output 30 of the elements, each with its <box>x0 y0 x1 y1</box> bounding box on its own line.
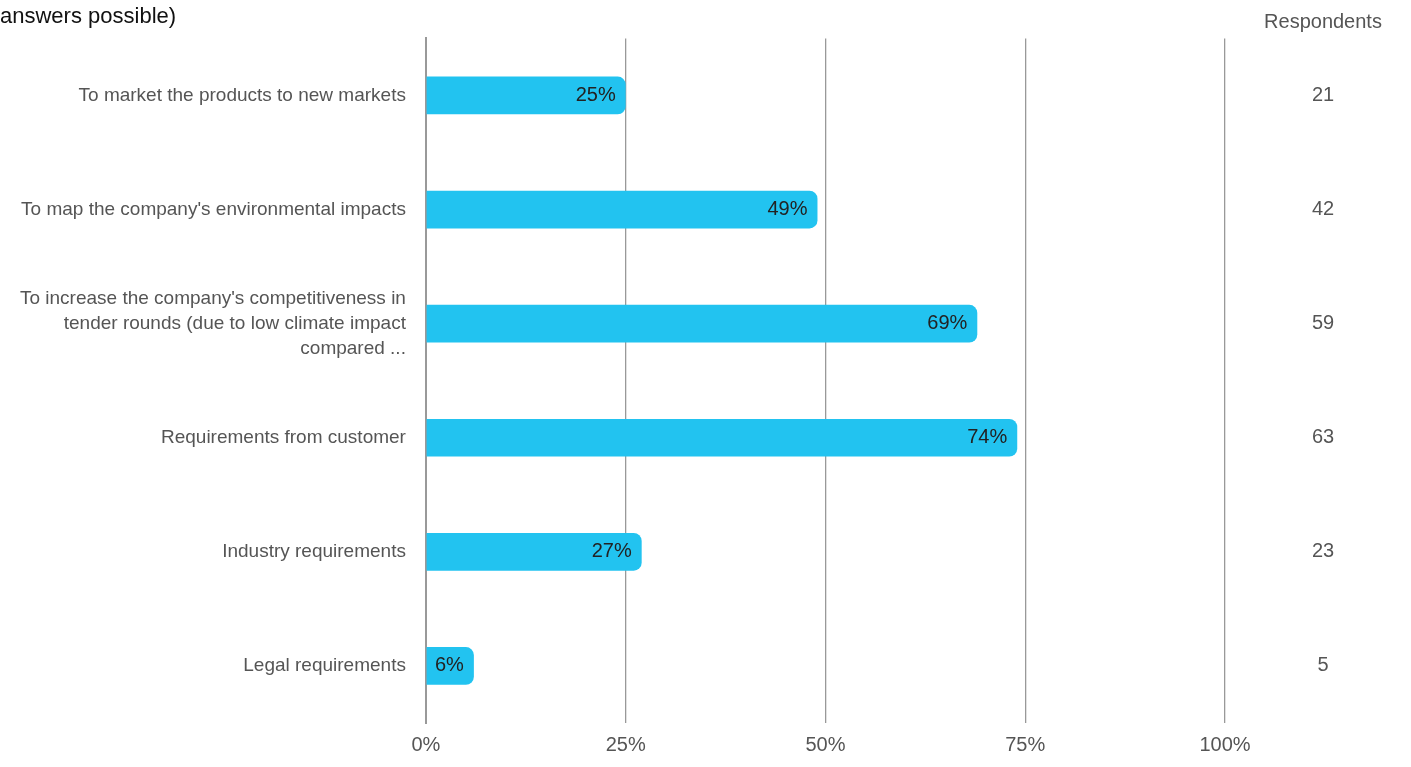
text: Respondents <box>1264 9 1382 32</box>
data-label: 27% <box>591 539 632 562</box>
y-tick-label: Legal requirements <box>243 654 406 676</box>
bar <box>426 418 1018 457</box>
text: 42 <box>1311 197 1335 220</box>
data-label: 74% <box>967 425 1008 448</box>
data-label: 69% <box>927 311 968 334</box>
bar <box>426 533 642 571</box>
data-label: 6% <box>434 653 465 676</box>
bar <box>426 190 818 229</box>
bar <box>426 76 626 115</box>
text: answers possible) <box>0 3 177 29</box>
bar <box>426 304 978 343</box>
x-tick-label: 100% <box>1199 732 1251 755</box>
x-tick-label: 75% <box>1005 732 1046 755</box>
text: 63 <box>1311 425 1335 448</box>
x-tick-label: 50% <box>805 732 846 755</box>
text: 23 <box>1311 539 1335 562</box>
data-label: 49% <box>767 197 808 220</box>
data-label: 25% <box>575 82 616 105</box>
x-tick-label: 0% <box>411 732 441 755</box>
text: 59 <box>1311 311 1335 334</box>
y-tick-label: To market the products to new markets <box>78 83 406 105</box>
x-tick-label: 25% <box>605 732 646 755</box>
text: 5 <box>1317 653 1329 676</box>
text: 21 <box>1311 82 1335 105</box>
y-tick-label: To increase the company's competitiveness in tender rounds (due to low climate impact compared ... <box>19 287 407 358</box>
y-tick-label: Requirements from customer <box>160 425 407 447</box>
y-tick-label: To map the company's environmental impacts <box>21 197 406 219</box>
y-tick-label: Industry requirements <box>222 540 406 562</box>
